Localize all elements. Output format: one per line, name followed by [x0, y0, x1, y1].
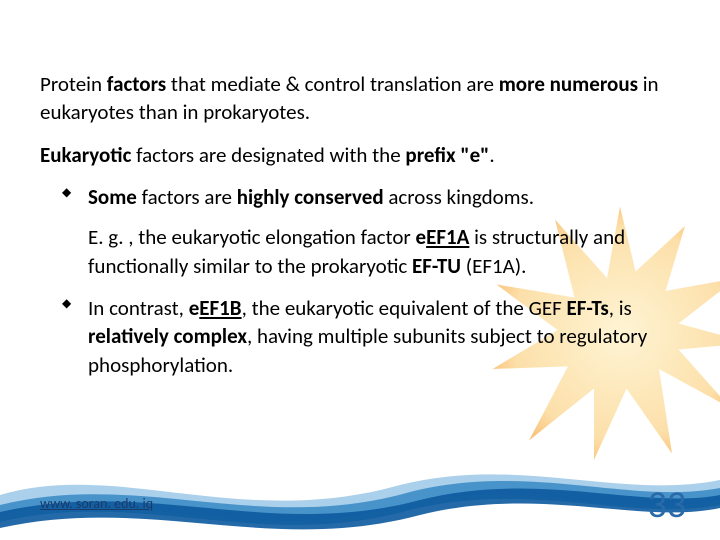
slide: Protein factors that mediate & control t…	[0, 0, 720, 540]
text: across kingdoms.	[384, 184, 534, 210]
bold-eukaryotic: Eukaryotic	[40, 142, 131, 168]
text: , the eukaryotic equivalent of the GEF	[242, 295, 567, 321]
text: (EF1A).	[461, 253, 526, 279]
bold-prefix-e: prefix "e"	[405, 142, 489, 168]
text: that mediate & control translation are	[166, 71, 499, 97]
bullet-2: In contrast, eEF1B, the eukaryotic equiv…	[40, 294, 680, 379]
bold-factors: factors	[107, 71, 166, 97]
bold-e2: e	[189, 295, 200, 321]
bold-more-numerous: more numerous	[499, 71, 638, 97]
sub-paragraph-1: E. g. , the eukaryotic elongation factor…	[40, 223, 680, 280]
text: In contrast,	[88, 295, 189, 321]
paragraph-1: Protein factors that mediate & control t…	[40, 70, 680, 127]
text: , is	[609, 295, 632, 321]
bold-ef-tu: EF-TU	[412, 253, 461, 279]
text: .	[489, 142, 494, 168]
paragraph-2: Eukaryotic factors are designated with t…	[40, 141, 680, 169]
bold-relatively-complex: relatively complex	[88, 323, 247, 349]
page-number: 33	[647, 482, 686, 528]
bold-underline-ef1b: EF1B	[199, 295, 241, 321]
bullet-1: Some factors are highly conserved across…	[40, 183, 680, 211]
text: factors are	[137, 184, 237, 210]
bold-e: e	[416, 224, 427, 250]
bold-highly-conserved: highly conserved	[237, 184, 384, 210]
footer-link[interactable]: www. soran. edu. iq	[40, 495, 153, 512]
content-area: Protein factors that mediate & control t…	[40, 70, 680, 379]
bold-ef-ts: EF-Ts	[567, 295, 609, 321]
text: E. g. , the eukaryotic elongation factor	[88, 224, 416, 250]
text: Protein	[40, 71, 107, 97]
bold-some: Some	[88, 184, 137, 210]
bold-underline-ef1a: EF1A	[426, 224, 469, 250]
text: factors are designated with the	[131, 142, 405, 168]
